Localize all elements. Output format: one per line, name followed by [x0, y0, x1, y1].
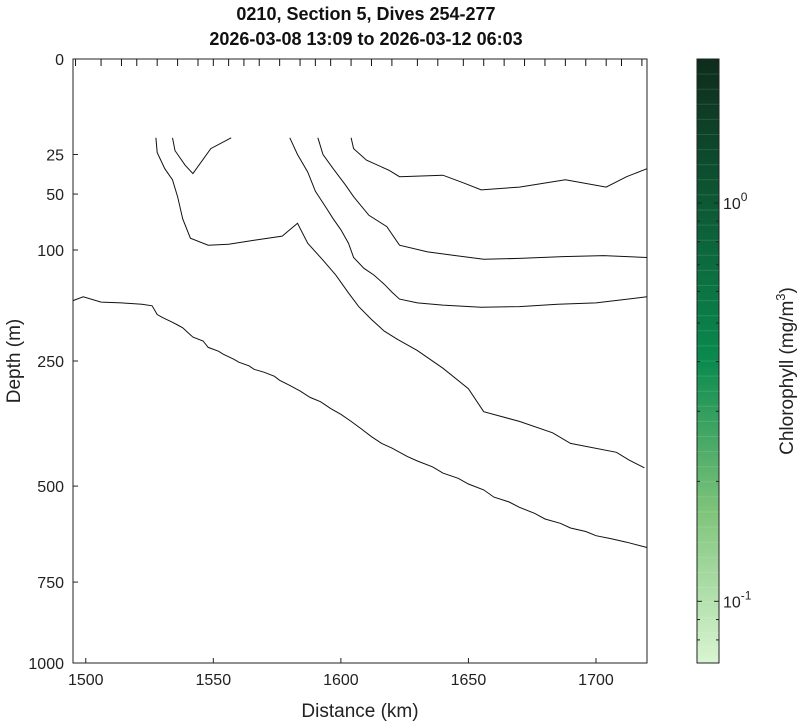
colorbar-tick-label: 100 — [723, 190, 748, 213]
y-tick-label: 50 — [46, 187, 64, 204]
y-tick-label: 0 — [55, 52, 64, 69]
chart-title: 0210, Section 5, Dives 254-277 — [236, 4, 495, 24]
y-tick-label: 1000 — [28, 656, 64, 673]
plot-area: 1500 1550 1600 1650 1700 0 25 50 100 250 500 750 10… — [28, 52, 648, 689]
chart-subtitle: 2026-03-08 13:09 to 2026-03-12 06:03 — [209, 29, 522, 49]
x-tick-label: 1550 — [196, 672, 232, 689]
x-axis-ticks: 1500 1550 1600 1650 1700 — [68, 658, 614, 689]
y-tick-label: 750 — [37, 575, 64, 592]
y-tick-label: 100 — [37, 243, 64, 260]
colorbar-bands — [697, 73, 719, 649]
y-tick-label: 25 — [46, 148, 64, 165]
x-axis-label: Distance (km) — [301, 701, 418, 722]
contour-lines — [72, 137, 648, 548]
x-tick-label: 1500 — [68, 672, 104, 689]
x-tick-label: 1600 — [323, 672, 359, 689]
dive-markers — [75, 59, 643, 66]
contour-line-6 — [72, 296, 648, 548]
colorbar-tick-label: 10-1 — [723, 588, 752, 611]
colorbar-gradient — [696, 58, 720, 664]
colorbar: 100 10-1 Chlorophyll (mg/m3) — [696, 58, 798, 664]
y-axis-ticks: 0 25 50 100 250 500 750 1000 — [28, 52, 78, 673]
colorbar-label: Chlorophyll (mg/m3) — [773, 287, 798, 455]
colorbar-label-main: Chlorophyll (mg/m — [777, 301, 798, 455]
contour-line-3 — [289, 137, 648, 308]
contour-line-1 — [155, 137, 645, 469]
y-axis-label: Depth (m) — [4, 319, 25, 403]
y-tick-label: 250 — [37, 354, 64, 371]
colorbar-label-exp: 3 — [773, 293, 788, 300]
plot-frame — [72, 58, 648, 664]
y-tick-label: 500 — [37, 479, 64, 496]
colorbar-label-close: ) — [777, 287, 798, 293]
x-tick-label: 1700 — [578, 672, 614, 689]
contour-line-2 — [172, 137, 232, 175]
contour-line-4 — [317, 137, 648, 260]
colorbar-ticks: 100 10-1 — [697, 82, 752, 664]
x-tick-label: 1650 — [451, 672, 487, 689]
contour-line-5 — [350, 137, 648, 191]
